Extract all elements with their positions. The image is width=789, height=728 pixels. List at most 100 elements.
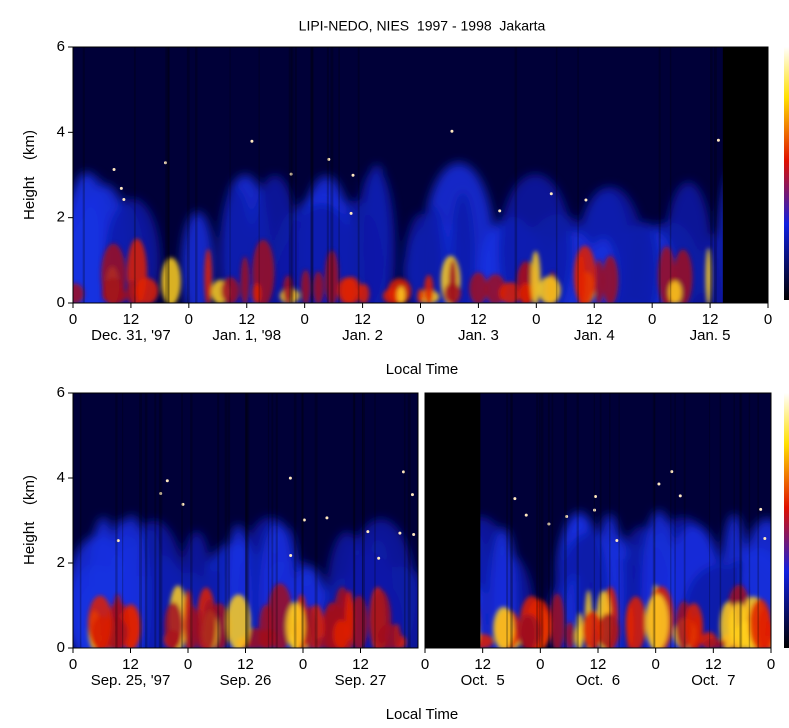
stripe bbox=[353, 393, 355, 648]
date-label: Sep. 27 bbox=[335, 672, 387, 689]
red-region bbox=[313, 271, 324, 303]
stripe bbox=[245, 393, 248, 648]
red-region bbox=[424, 274, 434, 303]
stripe bbox=[181, 393, 183, 648]
stripe bbox=[540, 393, 544, 648]
red-region bbox=[303, 605, 316, 648]
red-region bbox=[220, 277, 240, 303]
red-region bbox=[244, 627, 265, 648]
stripe bbox=[139, 393, 142, 648]
stripe bbox=[167, 47, 170, 303]
y-tick-label: 0 bbox=[57, 639, 65, 656]
red-region bbox=[499, 282, 522, 303]
red-region bbox=[719, 602, 736, 648]
cloud-speck bbox=[159, 492, 163, 496]
date-label: Jan. 1, '98 bbox=[212, 327, 281, 344]
cloud-speck bbox=[513, 497, 517, 501]
stripe bbox=[403, 393, 406, 648]
y-tick-label: 0 bbox=[57, 294, 65, 311]
blue-region bbox=[219, 187, 253, 303]
red-layer bbox=[88, 583, 407, 648]
x-tick-label: 0 bbox=[184, 656, 192, 673]
stripe bbox=[539, 393, 541, 648]
red-region bbox=[126, 279, 138, 303]
red-region bbox=[530, 250, 541, 303]
red-region bbox=[757, 608, 771, 648]
stripe bbox=[710, 47, 713, 303]
x-tick-label: 0 bbox=[69, 656, 77, 673]
stripe bbox=[748, 393, 751, 648]
stripe bbox=[551, 393, 554, 648]
red-region bbox=[337, 277, 357, 303]
red-region bbox=[645, 593, 669, 648]
stripe bbox=[757, 393, 760, 648]
cloud-speck bbox=[670, 470, 674, 474]
red-region bbox=[538, 276, 561, 303]
stripe bbox=[82, 47, 85, 303]
stripe bbox=[122, 393, 124, 648]
stripe bbox=[593, 393, 595, 648]
stripe bbox=[217, 393, 220, 648]
x-tick-label: 0 bbox=[767, 656, 775, 673]
red-region bbox=[370, 589, 392, 648]
cloud-speck bbox=[327, 157, 331, 161]
x-tick-label: 12 bbox=[702, 311, 719, 328]
x-tick-label: 0 bbox=[69, 311, 77, 328]
stripe bbox=[229, 47, 231, 303]
x-tick-label: 12 bbox=[586, 311, 603, 328]
chart-title: LIPI-NEDO, NIES 1997 - 1998 Jakarta bbox=[299, 18, 546, 34]
cloud-speck bbox=[164, 161, 168, 165]
stripe bbox=[407, 393, 411, 648]
stripe bbox=[536, 393, 539, 648]
x-tick-label: 0 bbox=[651, 656, 659, 673]
plot-image bbox=[425, 393, 771, 648]
red-region bbox=[575, 624, 583, 648]
cloud-speck bbox=[289, 553, 293, 557]
stripe bbox=[362, 393, 365, 648]
stripe bbox=[302, 393, 304, 648]
x-axis-label: Local Time bbox=[386, 706, 459, 723]
stripe bbox=[258, 47, 260, 303]
red-region bbox=[134, 277, 159, 303]
red-region bbox=[240, 256, 250, 303]
no-data bbox=[722, 47, 768, 303]
x-tick-label: 12 bbox=[590, 656, 607, 673]
red-region bbox=[285, 602, 305, 648]
red-region bbox=[564, 622, 575, 648]
cloud-speck bbox=[181, 502, 185, 506]
red-region bbox=[626, 602, 634, 648]
stripe bbox=[314, 393, 318, 648]
cloud-speck bbox=[412, 533, 416, 537]
cloud-speck bbox=[349, 211, 353, 215]
cloud-speck bbox=[250, 139, 254, 143]
stripe bbox=[326, 47, 329, 303]
stripe bbox=[271, 393, 274, 648]
stripe bbox=[245, 393, 248, 648]
red-region bbox=[573, 245, 596, 303]
red-region bbox=[204, 248, 213, 303]
red-region bbox=[521, 617, 534, 648]
plot-image bbox=[73, 393, 418, 648]
cloud-speck bbox=[122, 198, 126, 202]
red-region bbox=[549, 593, 565, 648]
x-tick-label: 12 bbox=[237, 656, 254, 673]
cloud-speck bbox=[524, 513, 528, 517]
stripe bbox=[154, 393, 157, 648]
stripe bbox=[669, 47, 672, 303]
red-region bbox=[597, 613, 620, 648]
y-tick-label: 2 bbox=[57, 209, 65, 226]
cloud-speck bbox=[657, 482, 661, 486]
color-bar bbox=[784, 393, 789, 648]
cloud-speck bbox=[678, 494, 682, 498]
red-region bbox=[594, 259, 604, 303]
x-tick-label: 0 bbox=[185, 311, 193, 328]
stripe bbox=[293, 393, 297, 648]
stripe bbox=[357, 47, 360, 303]
stripe bbox=[361, 393, 364, 648]
date-label: Jan. 2 bbox=[342, 327, 383, 344]
red-region bbox=[705, 247, 712, 303]
red-region bbox=[300, 269, 311, 303]
x-tick-label: 12 bbox=[238, 311, 255, 328]
cloud-speck bbox=[377, 556, 381, 560]
stripe bbox=[338, 47, 340, 303]
